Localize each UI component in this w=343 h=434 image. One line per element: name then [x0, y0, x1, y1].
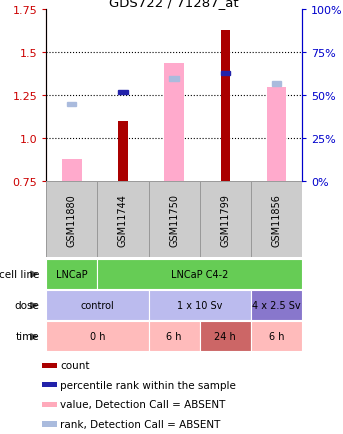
Bar	[46, 182, 97, 258]
Bar	[221, 31, 230, 182]
Text: 1 x 10 Sv: 1 x 10 Sv	[177, 300, 222, 310]
Bar	[118, 122, 128, 182]
Text: dose: dose	[14, 300, 39, 310]
Bar	[42, 421, 57, 427]
Bar	[169, 76, 179, 82]
Text: 6 h: 6 h	[269, 332, 284, 342]
Text: GSM11744: GSM11744	[118, 194, 128, 246]
Bar	[42, 363, 57, 368]
Bar	[251, 322, 302, 352]
Bar	[46, 322, 149, 352]
Bar	[62, 160, 82, 182]
Text: percentile rank within the sample: percentile rank within the sample	[60, 380, 236, 390]
Bar	[67, 102, 76, 107]
Text: LNCaP C4-2: LNCaP C4-2	[171, 269, 228, 279]
Bar	[46, 259, 97, 289]
Text: 24 h: 24 h	[214, 332, 236, 342]
Text: cell line: cell line	[0, 269, 39, 279]
Text: rank, Detection Call = ABSENT: rank, Detection Call = ABSENT	[60, 419, 221, 429]
Bar	[267, 88, 286, 182]
Bar	[149, 322, 200, 352]
Bar	[164, 63, 184, 182]
Title: GDS722 / 71287_at: GDS722 / 71287_at	[109, 0, 239, 9]
Bar	[149, 290, 251, 320]
Text: GSM11799: GSM11799	[220, 194, 230, 246]
Text: 6 h: 6 h	[166, 332, 182, 342]
Bar	[200, 182, 251, 258]
Bar	[46, 290, 149, 320]
Bar	[251, 290, 302, 320]
Text: GSM11750: GSM11750	[169, 194, 179, 246]
Text: count: count	[60, 361, 90, 370]
Bar	[42, 382, 57, 388]
Bar	[251, 182, 302, 258]
Text: value, Detection Call = ABSENT: value, Detection Call = ABSENT	[60, 400, 226, 409]
Bar	[118, 90, 128, 95]
Text: GSM11880: GSM11880	[67, 194, 77, 246]
Bar	[42, 402, 57, 407]
Bar	[272, 82, 281, 86]
Bar	[200, 322, 251, 352]
Text: 0 h: 0 h	[90, 332, 105, 342]
Text: LNCaP: LNCaP	[56, 269, 88, 279]
Text: control: control	[81, 300, 114, 310]
Bar	[97, 259, 302, 289]
Text: GSM11856: GSM11856	[271, 194, 281, 246]
Text: time: time	[16, 332, 39, 342]
Bar	[221, 72, 230, 76]
Bar	[97, 182, 149, 258]
Bar	[149, 182, 200, 258]
Text: 4 x 2.5 Sv: 4 x 2.5 Sv	[252, 300, 300, 310]
